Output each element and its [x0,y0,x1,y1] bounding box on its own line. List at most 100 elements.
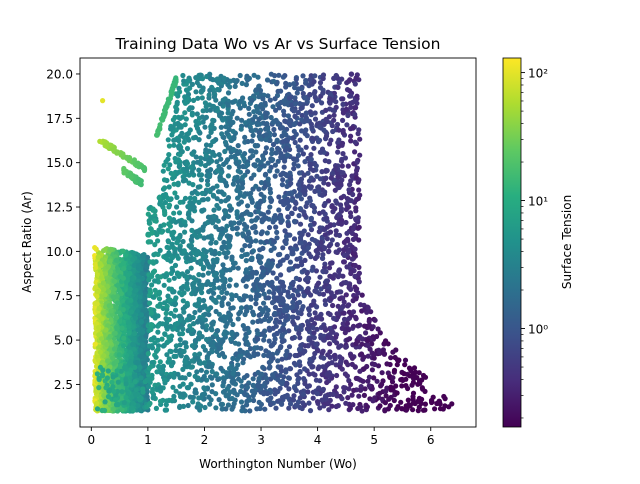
data-point [123,376,129,382]
data-point [266,338,272,344]
data-point [211,152,218,158]
data-point [199,114,206,120]
data-point [208,167,214,173]
data-point [320,90,326,96]
data-point [165,228,171,234]
data-point [110,406,116,412]
data-point [262,406,268,412]
data-point [188,265,194,271]
data-point [422,388,428,394]
data-point [249,138,255,144]
data-point [229,292,235,298]
data-point [119,325,125,331]
data-point [138,289,144,295]
data-point [114,315,120,321]
data-point [312,73,318,79]
data-point [220,262,226,268]
data-point [201,197,207,203]
data-point [225,402,231,408]
data-point [224,290,230,296]
data-point [116,384,122,390]
data-point [102,292,108,298]
data-point [104,283,110,289]
data-point [115,379,121,385]
data-point [94,293,100,299]
data-point [270,104,276,110]
data-point [241,356,247,362]
data-point [140,389,146,395]
data-point [237,98,243,104]
data-point [172,190,178,196]
data-point [236,201,242,207]
data-point [371,375,377,381]
data-point [291,108,297,114]
data-point [189,227,195,233]
data-point [234,115,240,121]
data-point [357,136,363,142]
data-point [253,301,259,307]
data-point [120,299,126,305]
data-point [326,407,332,413]
data-point [319,100,325,106]
data-point [102,271,109,277]
data-point [147,259,153,265]
data-point [111,264,117,270]
data-point [137,303,143,309]
data-point [189,169,195,175]
data-point [240,174,246,180]
data-point [153,354,159,360]
data-point [97,349,103,355]
data-point [289,335,295,341]
data-point [327,260,334,266]
data-point [369,361,375,367]
data-point [344,373,350,379]
data-point [235,168,241,174]
data-point [277,345,283,351]
data-point [162,210,168,216]
data-point [171,393,177,399]
data-point [96,385,102,391]
data-point [173,347,179,354]
data-point [325,335,331,341]
data-point [420,407,427,413]
data-point [348,138,354,144]
data-point [119,407,125,413]
data-point [196,199,202,205]
data-point [341,389,347,395]
data-point [139,252,146,259]
data-point [199,290,205,296]
data-point [128,297,134,303]
data-point [361,366,367,372]
data-point [197,72,203,78]
data-point [187,394,193,400]
data-point [300,73,306,79]
data-point [219,131,225,137]
data-point [280,177,286,183]
data-point [272,173,278,179]
data-point [127,286,133,292]
data-point [221,375,227,381]
data-point [108,269,114,275]
data-point [173,108,179,114]
data-point [274,168,280,174]
data-point [263,137,269,143]
data-point [105,358,111,364]
data-point [130,341,136,347]
data-point [172,114,178,120]
data-point [348,133,354,139]
data-point [230,128,236,134]
data-point [164,352,170,358]
data-point [101,286,107,293]
data-point [105,323,111,329]
data-point [168,363,175,369]
data-point [267,364,273,370]
data-point [274,275,280,281]
data-point [200,119,206,125]
data-point [219,289,225,295]
data-point [131,250,137,256]
data-point [176,273,182,279]
data-point [244,209,250,215]
data-point [173,104,179,110]
data-point [201,207,207,213]
data-point [182,110,188,116]
